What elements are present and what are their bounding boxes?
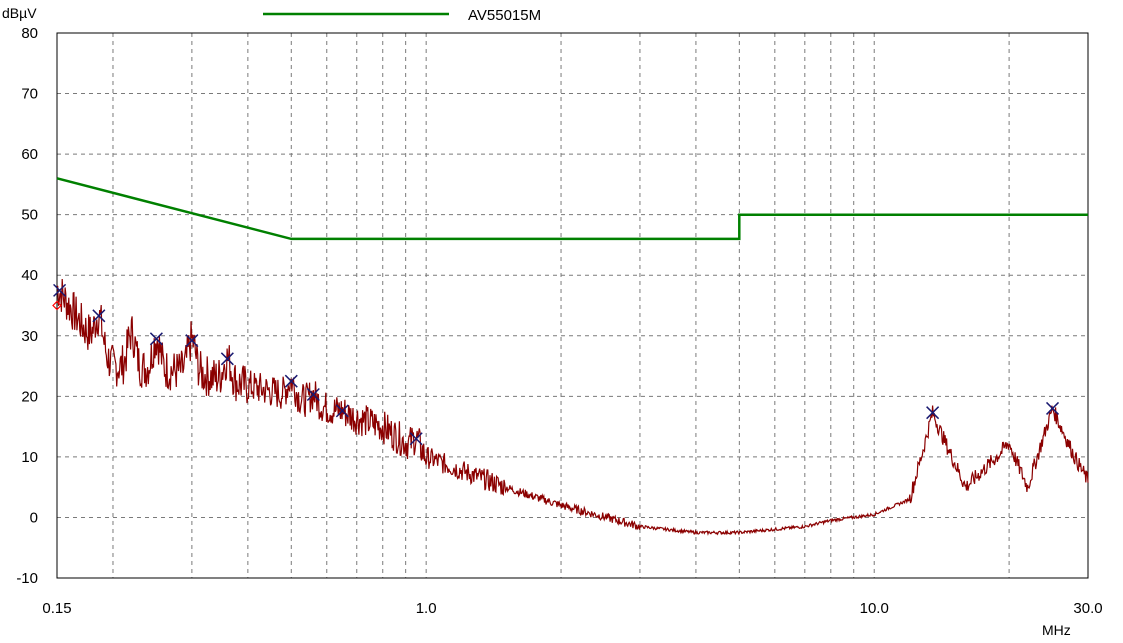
y-tick-label: 20 <box>21 388 38 405</box>
y-tick-label: 40 <box>21 267 38 284</box>
x-tick-label: 0.15 <box>42 600 71 617</box>
y-tick-label: 70 <box>21 86 38 103</box>
start-marker <box>52 300 62 311</box>
plot-area <box>52 177 1089 536</box>
y-tick-label: 50 <box>21 207 38 224</box>
measured-trace <box>56 278 1089 536</box>
peak-marker <box>185 334 199 348</box>
plot-border <box>56 32 1089 579</box>
x-tick-label: 1.0 <box>416 600 437 617</box>
x-axis-label: MHz <box>1042 622 1071 638</box>
peak-marker <box>1045 401 1060 415</box>
y-tick-label: 10 <box>21 449 38 466</box>
peak-marker <box>92 309 106 323</box>
x-tick-label: 10.0 <box>860 600 889 617</box>
y-axis-ticks: 80 70 60 50 40 30 20 10 0 -10 <box>16 25 38 587</box>
chart-legend: AV55015M <box>263 7 541 24</box>
peak-marker <box>306 387 320 402</box>
peak-marker <box>53 283 67 297</box>
y-tick-label: 0 <box>30 509 38 526</box>
y-tick-label: 60 <box>21 146 38 163</box>
peak-marker <box>409 432 423 446</box>
x-axis-ticks: 0.15 1.0 10.0 30.0 <box>42 600 1102 617</box>
limit-line-av55015m <box>56 177 1088 241</box>
y-tick-label: -10 <box>16 570 38 587</box>
chart-grid <box>57 33 1088 578</box>
peak-marker <box>220 352 234 366</box>
peak-marker <box>926 406 940 420</box>
peak-marker <box>149 332 163 346</box>
legend-label: AV55015M <box>468 7 541 24</box>
y-axis-label: dBµV <box>2 5 37 21</box>
x-tick-label: 30.0 <box>1073 600 1102 617</box>
y-tick-label: 80 <box>21 25 38 42</box>
peak-marker <box>284 374 298 388</box>
y-tick-label: 30 <box>21 328 38 345</box>
peak-marker <box>335 404 349 418</box>
